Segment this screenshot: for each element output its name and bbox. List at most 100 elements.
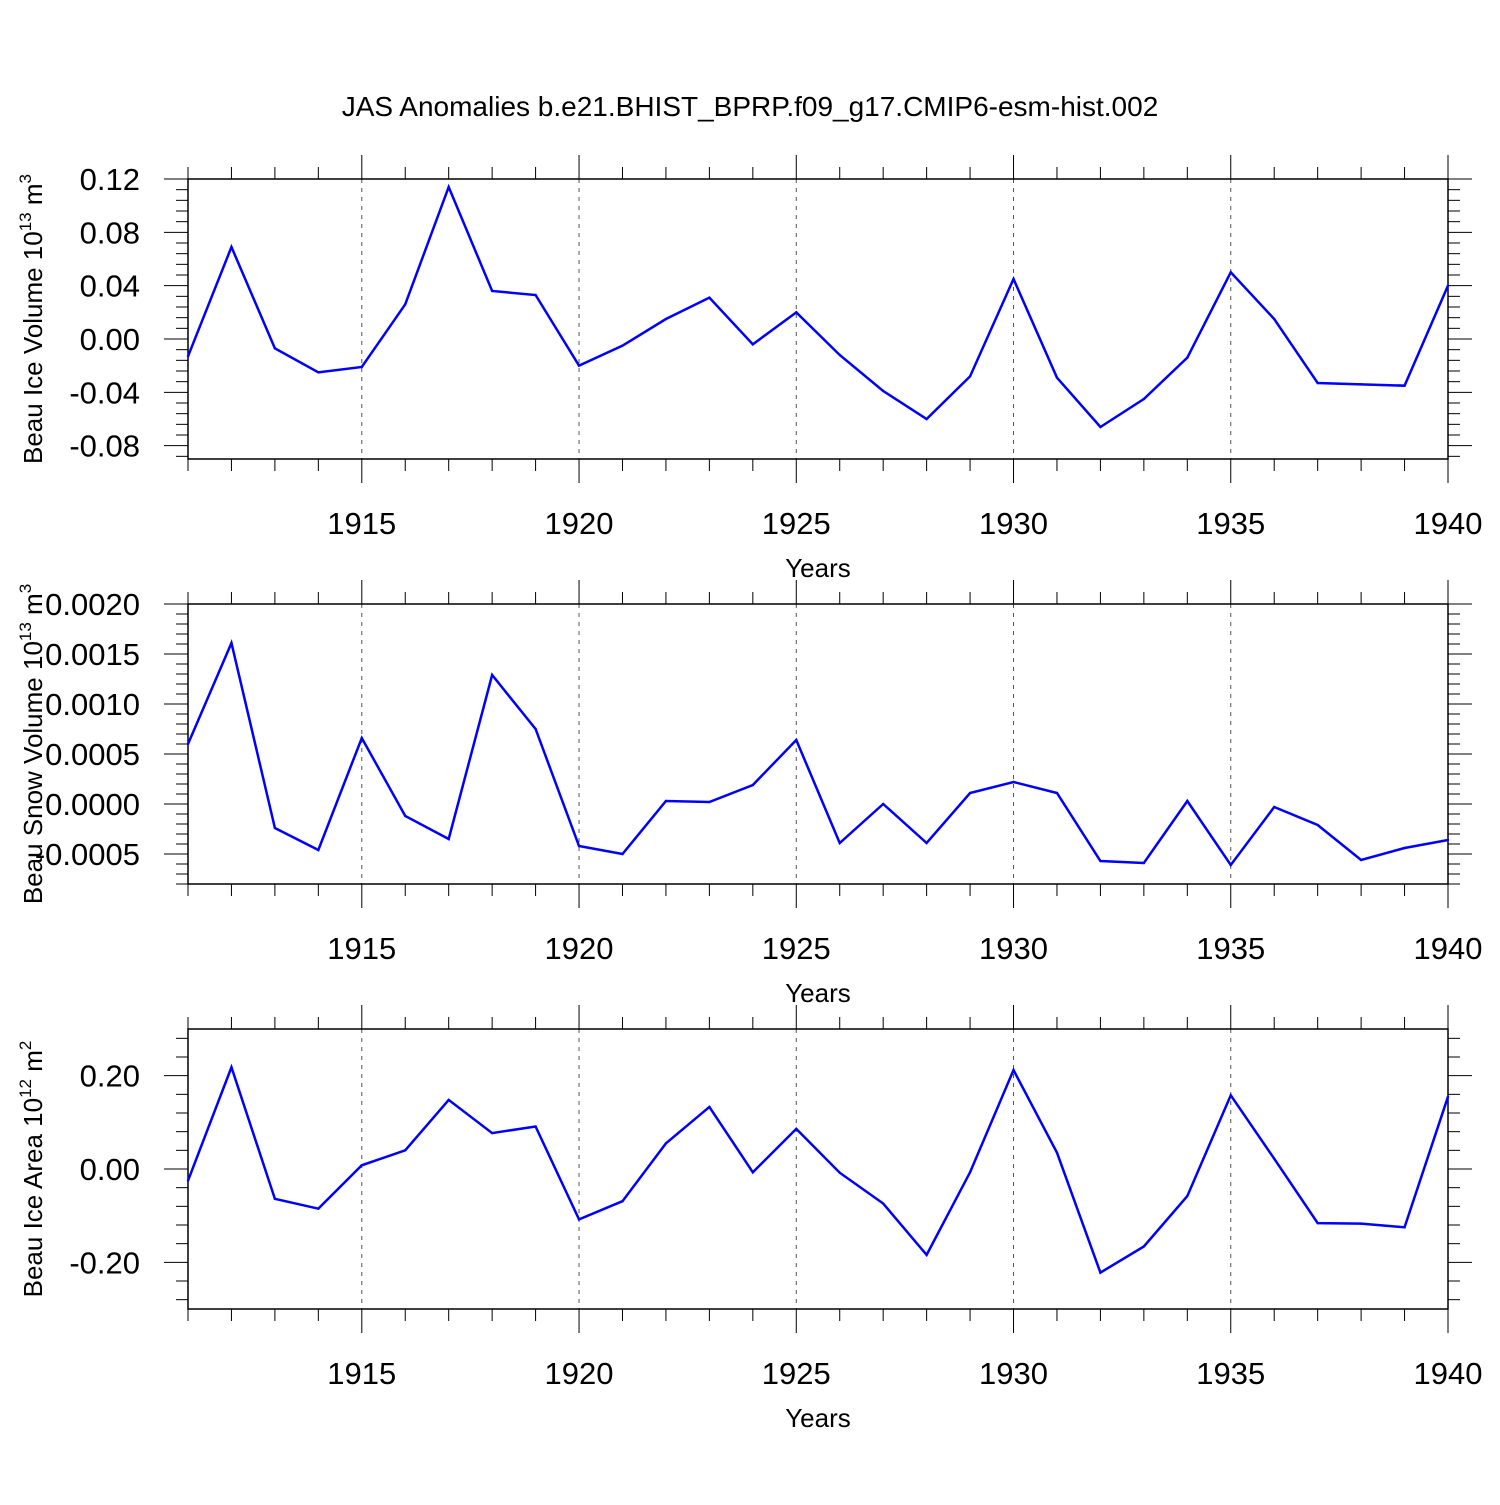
panel-2-ytick-label: 0.0005 (45, 737, 140, 772)
panel-1-series-line (186, 183, 1450, 429)
panel-1-data-point (968, 375, 972, 378)
panel-1-data-point (317, 371, 320, 374)
panel-3-data-point (1186, 1194, 1189, 1198)
panel-3-data-point (1273, 1157, 1276, 1160)
panel-3-xtick-label: 1940 (1414, 1356, 1483, 1391)
panel-1-data-point (1446, 284, 1450, 287)
panel-1-data-point (186, 355, 190, 358)
panel-2-xtick-label: 1920 (545, 931, 614, 966)
panel-2-data-point (490, 673, 494, 677)
panel-2-ytick-label: -0.0005 (35, 837, 140, 872)
panel-3-data-point (1012, 1068, 1015, 1072)
panel-2-series-line (186, 639, 1449, 868)
panel-3-data-point (925, 1253, 928, 1257)
panel-3-data-point (621, 1200, 624, 1203)
panel-1-data-point (751, 343, 755, 346)
panel-3-data-point (795, 1127, 798, 1131)
panel-1-ytick-label: 0.00 (80, 322, 140, 357)
panel-2-data-point (1099, 859, 1102, 863)
panel-2-data-point (447, 837, 450, 841)
panel-2-xtick-label: 1915 (327, 931, 396, 966)
panel-1-ytick-label: 0.04 (80, 269, 140, 304)
panel-1-xtick-label: 1940 (1414, 506, 1483, 541)
panel-3-data-point (1446, 1095, 1450, 1098)
panel-3-data-point (534, 1125, 537, 1128)
panel-3-data-point (1142, 1245, 1146, 1248)
panel-3-xlabel: Years (785, 1403, 851, 1433)
panel-2-data-point (534, 727, 537, 731)
panel-1-ytick-label: -0.08 (69, 429, 140, 464)
panel-2-data-point (664, 799, 668, 803)
panel-1-data-point (1229, 271, 1232, 274)
panel-1-data-point (1316, 381, 1319, 385)
panel-1-ytick-label: 0.12 (80, 162, 140, 197)
panel-2-data-point (795, 738, 798, 742)
panel-2: -0.0005 0.0000 0.0005 0.0010 0.0015 0.0020 191… (16, 580, 1482, 1008)
panel-3-data-point (447, 1098, 450, 1102)
panel-1-ylabel: Beau Ice Volume 1013 m3 (16, 174, 48, 464)
panel-2-data-point (273, 826, 277, 830)
panel-3-xtick-label: 1915 (327, 1356, 396, 1391)
panel-2-data-point (1186, 799, 1189, 803)
panel-2-data-point (1403, 846, 1406, 850)
panel-2-xtick-label: 1925 (762, 931, 831, 966)
panel-3-ytick-label: -0.20 (69, 1245, 140, 1280)
panel-2-ytick-label: 0.0020 (45, 587, 140, 622)
panel-2-data-point (1229, 863, 1232, 867)
panel-1-data-point (1012, 277, 1015, 281)
panel-1-data-point (1099, 425, 1102, 429)
panel-2-data-point (1316, 823, 1319, 827)
panel-2-data-point (230, 641, 233, 645)
panel-1-data-point (1186, 356, 1189, 359)
panel-1-data-point (881, 389, 885, 393)
panel-1-data-point (577, 364, 581, 367)
panel-2-frame (187, 603, 1449, 885)
panel-1-data-point (708, 296, 711, 299)
panel-2-data-point (838, 841, 841, 845)
panel-2-data-point (186, 742, 190, 746)
panel-3-data-point (838, 1171, 841, 1174)
panel-2-data-point (360, 736, 363, 740)
panel-3-data-point (1359, 1222, 1363, 1225)
panel-1-data-point (1055, 376, 1059, 379)
panel-3-ytick-label: 0.00 (80, 1152, 140, 1187)
panel-1-data-point (360, 365, 363, 369)
panel-2-data-point (751, 783, 755, 787)
panel-2-xlabel: Years (785, 978, 851, 1008)
panel-1-ytick-label: 0.08 (80, 215, 140, 250)
panel-3-data-point (881, 1202, 885, 1205)
panel-2-data-point (1273, 805, 1276, 809)
panel-1-data-point (1142, 397, 1146, 401)
panel-1-ytick-label: -0.04 (69, 375, 140, 410)
panel-3-xtick-label: 1935 (1196, 1356, 1265, 1391)
panel-1-data-point (273, 347, 277, 350)
panel-3-xtick-label: 1920 (545, 1356, 614, 1391)
panel-3-data-point (1316, 1221, 1319, 1225)
panel-2-data-point (621, 852, 624, 856)
panel-3-data-point (317, 1207, 320, 1210)
panel-1-data-point (230, 245, 233, 249)
panel-1-data-point (404, 303, 407, 306)
panel-3-xtick-label: 1930 (979, 1356, 1048, 1391)
panel-2-ylabel: Beau Snow Volume 1013 m3 (16, 584, 48, 904)
panel-3: -0.20 0.00 0.20 1915 1920 1925 1930 1935 1940 Yea… (16, 1005, 1482, 1433)
panel-3-xtick-label: 1925 (762, 1356, 831, 1391)
panel-3-data-point (186, 1179, 190, 1182)
panel-3-data-point (1229, 1094, 1232, 1097)
panel-3-data-point (230, 1066, 233, 1069)
panel-2-data-point (925, 841, 928, 845)
panel-3-data-point (1055, 1151, 1059, 1154)
panel-3-ytick-label: 0.20 (80, 1059, 140, 1094)
panel-3-series-line (186, 1063, 1450, 1275)
panel-1-data-point (621, 344, 624, 347)
panel-1-xtick-label: 1925 (762, 506, 831, 541)
panel-3-data-point (1403, 1226, 1406, 1229)
panel-1-data-point (664, 317, 668, 321)
panel-1-xtick-label: 1915 (327, 506, 396, 541)
panel-2-data-point (881, 802, 885, 806)
panel-1-xtick-label: 1920 (545, 506, 614, 541)
panel-2-data-point (317, 848, 320, 852)
panel-2-xtick-label: 1930 (979, 931, 1048, 966)
